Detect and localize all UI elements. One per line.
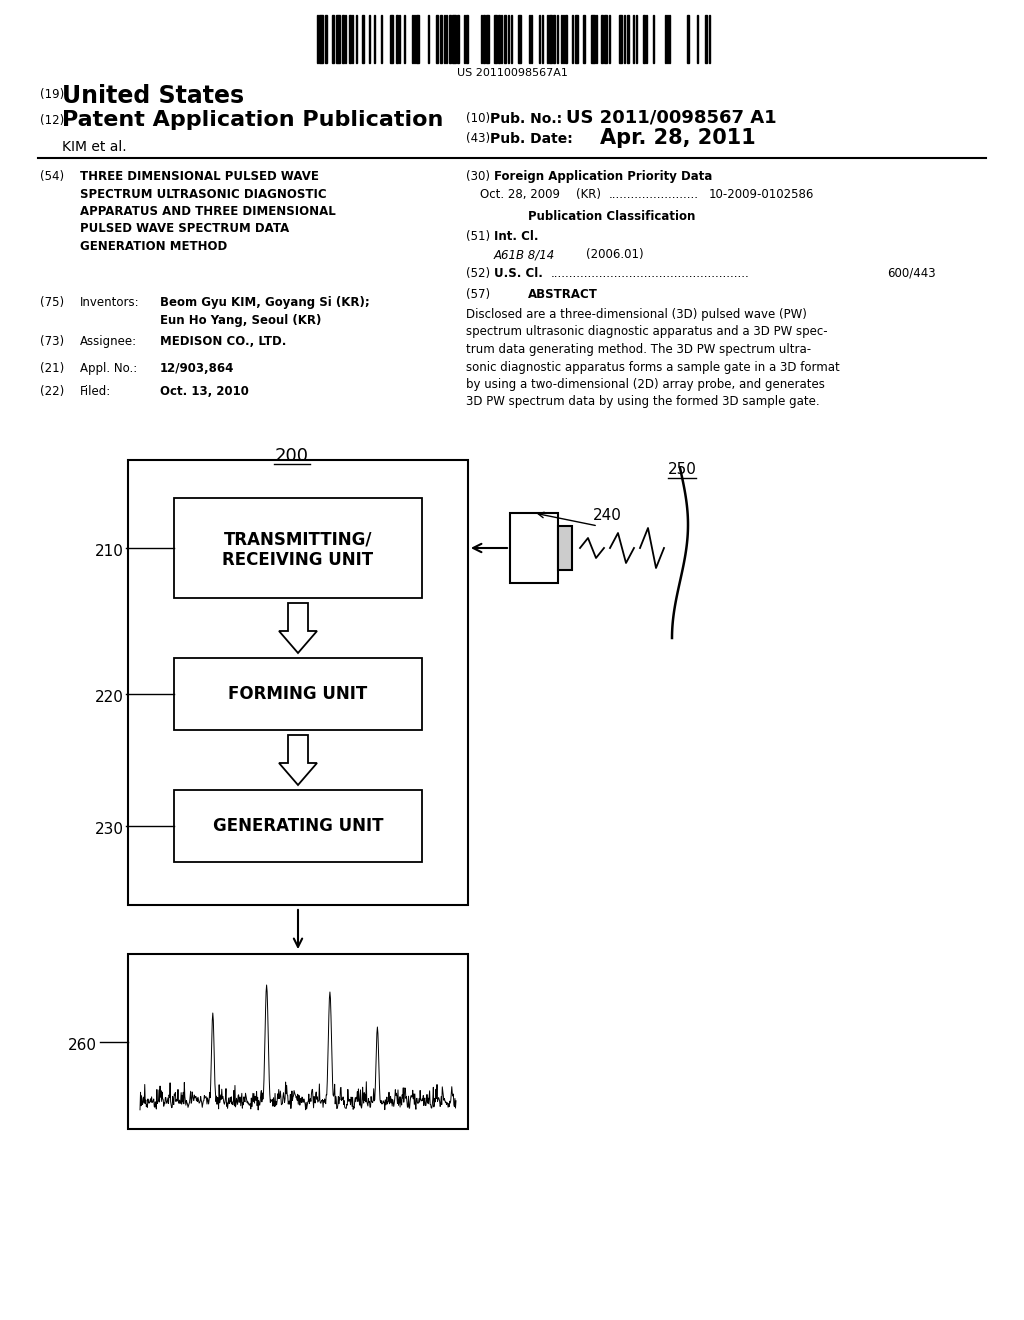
Text: Foreign Application Priority Data: Foreign Application Priority Data — [494, 170, 713, 183]
Text: Oct. 13, 2010: Oct. 13, 2010 — [160, 385, 249, 399]
Bar — [174, 657, 422, 730]
Text: Pub. Date:: Pub. Date: — [490, 132, 572, 147]
Bar — [349, 15, 351, 63]
Bar — [362, 15, 364, 63]
Text: United States: United States — [62, 84, 244, 108]
Text: THREE DIMENSIONAL PULSED WAVE
SPECTRUM ULTRASONIC DIAGNOSTIC
APPARATUS AND THREE: THREE DIMENSIONAL PULSED WAVE SPECTRUM U… — [80, 170, 336, 253]
Bar — [583, 15, 585, 63]
Bar — [518, 15, 521, 63]
Text: (21): (21) — [40, 362, 65, 375]
Text: FORMING UNIT: FORMING UNIT — [228, 685, 368, 704]
Text: (75): (75) — [40, 296, 65, 309]
Text: (30): (30) — [466, 170, 490, 183]
Bar — [440, 15, 442, 63]
Bar — [342, 15, 344, 63]
Text: 230: 230 — [95, 822, 124, 837]
Bar — [705, 15, 707, 63]
Bar — [591, 15, 595, 63]
Bar — [325, 15, 327, 63]
Text: (2006.01): (2006.01) — [586, 248, 644, 261]
Text: A61B 8/14: A61B 8/14 — [494, 248, 555, 261]
Text: ABSTRACT: ABSTRACT — [528, 288, 598, 301]
Text: (10): (10) — [466, 112, 490, 125]
Text: Disclosed are a three-dimensional (3D) pulsed wave (PW)
spectrum ultrasonic diag: Disclosed are a three-dimensional (3D) p… — [466, 308, 840, 408]
Text: (43): (43) — [466, 132, 490, 145]
Text: Pub. No.:: Pub. No.: — [490, 112, 562, 125]
Text: Patent Application Publication: Patent Application Publication — [62, 110, 443, 129]
Bar — [483, 15, 485, 63]
Bar — [128, 954, 468, 1129]
Text: 200: 200 — [275, 447, 309, 465]
Bar — [504, 15, 506, 63]
Text: Appl. No.:: Appl. No.: — [80, 362, 137, 375]
Bar — [416, 15, 419, 63]
Text: 600/443: 600/443 — [888, 267, 936, 280]
Bar — [553, 15, 555, 63]
Text: (KR): (KR) — [575, 187, 601, 201]
Bar — [510, 513, 558, 583]
Bar — [436, 15, 438, 63]
Bar — [498, 15, 500, 63]
Bar — [627, 15, 629, 63]
Bar — [457, 15, 459, 63]
Text: 240: 240 — [593, 508, 622, 523]
Bar — [618, 15, 622, 63]
Text: U.S. Cl.: U.S. Cl. — [494, 267, 543, 280]
Bar — [128, 459, 468, 906]
Bar — [390, 15, 393, 63]
Text: GENERATING UNIT: GENERATING UNIT — [213, 817, 383, 836]
Text: (19): (19) — [40, 88, 65, 102]
Text: Apr. 28, 2011: Apr. 28, 2011 — [600, 128, 756, 148]
Text: (73): (73) — [40, 335, 65, 348]
Text: ........................: ........................ — [609, 187, 699, 201]
Bar — [396, 15, 398, 63]
Bar — [452, 15, 456, 63]
Text: US 20110098567A1: US 20110098567A1 — [457, 69, 567, 78]
Text: (22): (22) — [40, 385, 65, 399]
Text: (54): (54) — [40, 170, 65, 183]
Bar — [549, 15, 552, 63]
Text: Assignee:: Assignee: — [80, 335, 137, 348]
Text: 260: 260 — [68, 1038, 97, 1053]
Text: 210: 210 — [95, 544, 124, 560]
Bar — [486, 15, 489, 63]
Bar — [466, 15, 468, 63]
Text: KIM et al.: KIM et al. — [62, 140, 127, 154]
Bar — [336, 15, 340, 63]
Text: Filed:: Filed: — [80, 385, 112, 399]
Text: .....................................................: ........................................… — [551, 267, 750, 280]
Bar — [174, 498, 422, 598]
Text: (12): (12) — [40, 114, 65, 127]
Bar — [174, 789, 422, 862]
Text: Int. Cl.: Int. Cl. — [494, 230, 539, 243]
Text: RECEIVING UNIT: RECEIVING UNIT — [222, 550, 374, 569]
Bar — [575, 15, 578, 63]
Text: Beom Gyu KIM, Goyang Si (KR);
Eun Ho Yang, Seoul (KR): Beom Gyu KIM, Goyang Si (KR); Eun Ho Yan… — [160, 296, 370, 327]
Bar — [319, 15, 323, 63]
Text: TRANSMITTING/: TRANSMITTING/ — [224, 531, 373, 549]
Bar — [643, 15, 645, 63]
Text: 12/903,864: 12/903,864 — [160, 362, 234, 375]
Bar — [332, 15, 334, 63]
Bar — [604, 15, 607, 63]
Text: 250: 250 — [668, 462, 697, 477]
Text: Publication Classification: Publication Classification — [528, 210, 695, 223]
Bar — [558, 525, 572, 570]
Text: 10-2009-0102586: 10-2009-0102586 — [709, 187, 814, 201]
Bar — [687, 15, 689, 63]
Bar — [449, 15, 451, 63]
Bar — [494, 15, 497, 63]
Text: (57): (57) — [466, 288, 490, 301]
Text: Inventors:: Inventors: — [80, 296, 139, 309]
Text: (51): (51) — [466, 230, 490, 243]
Text: 220: 220 — [95, 690, 124, 705]
Text: (52): (52) — [466, 267, 490, 280]
Bar — [565, 15, 567, 63]
Text: US 2011/0098567 A1: US 2011/0098567 A1 — [566, 110, 776, 127]
Text: Oct. 28, 2009: Oct. 28, 2009 — [480, 187, 560, 201]
Bar — [601, 15, 603, 63]
Text: MEDISON CO., LTD.: MEDISON CO., LTD. — [160, 335, 287, 348]
